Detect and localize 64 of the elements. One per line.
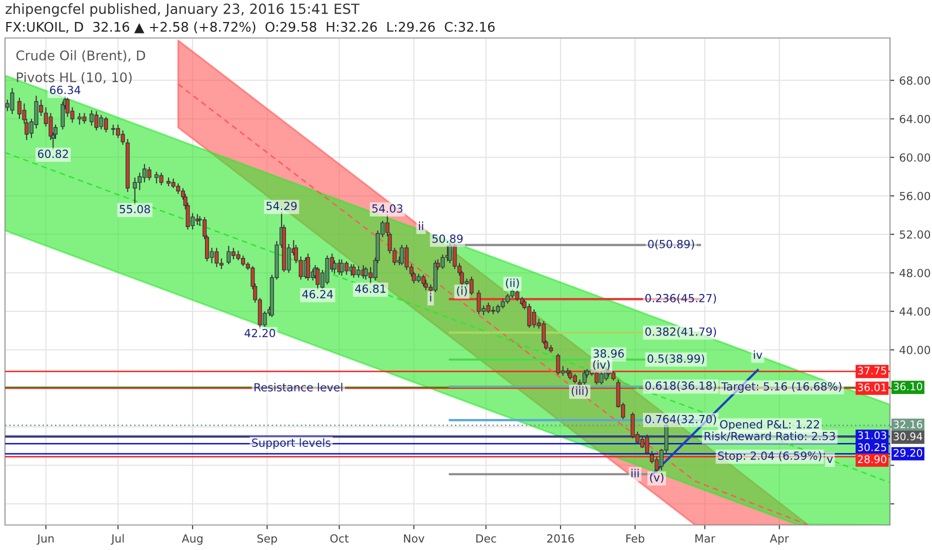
x-tick-label: Aug — [182, 534, 202, 545]
annotation: 46.81 — [355, 284, 386, 293]
ref-line-label: 31.03 — [858, 431, 886, 440]
y-tick-label: 60.00 — [900, 153, 930, 162]
annotation: Pivots HL (10, 10) — [16, 72, 132, 84]
annotation: (iii) — [572, 386, 588, 396]
x-tick-label: Nov — [404, 534, 424, 543]
ref-line-label: 29.20 — [894, 448, 922, 457]
annotation: 0.618(36.18) — [645, 381, 716, 392]
y-tick-label: 44.00 — [900, 307, 930, 316]
y-tick-label: 40.00 — [900, 346, 930, 354]
annotation: 60.82 — [38, 150, 68, 158]
y-tick-label: 64.00 — [900, 114, 930, 124]
y-tick-label: 68.00 — [900, 76, 930, 85]
y-tick-label: 48.00 — [900, 268, 930, 278]
annotation: 0.5(38.99) — [648, 354, 704, 364]
chart-title: zhipengcfel published, January 23, 2016 15:41 EST — [6, 3, 360, 17]
annotation: 0(50.89) — [648, 240, 694, 250]
ref-line-label: 30.94 — [894, 432, 922, 440]
annotation: 0.382(41.79) — [645, 327, 716, 338]
annotation: (iv) — [593, 360, 610, 370]
chart-subtitle: FX:UKOIL, D 32.16 ▲ +2.58 (+8.72%) O:29.58 H:32.26 L:29.26 C:32.16 — [6, 22, 495, 34]
annotation: Risk/Reward Ratio: 2.53 — [704, 432, 835, 442]
annotation: (i) — [457, 286, 467, 296]
x-tick-label: Jul — [110, 534, 124, 545]
annotation: iv — [754, 350, 762, 359]
annotation: i — [430, 293, 432, 302]
y-tick-label: 56.00 — [900, 192, 930, 200]
annotation: 55.08 — [120, 204, 150, 214]
annotation: Support levels — [252, 438, 330, 450]
annotation: ii — [419, 222, 424, 230]
x-tick-label: Jun — [36, 534, 54, 545]
annotation: 46.24 — [302, 290, 333, 298]
annotation: (v) — [650, 473, 664, 483]
annotation: 0.236(45.27) — [645, 294, 716, 304]
ref-line-label: 28.90 — [858, 455, 886, 464]
annotation: v — [826, 456, 833, 463]
annotation: Stop: 2.04 (6.59%) — [718, 451, 822, 462]
annotation: iii — [632, 468, 639, 478]
annotation: Crude Oil (Brent), D — [16, 50, 146, 62]
annotation: Resistance level — [254, 382, 342, 392]
x-tick-label: Oct — [330, 534, 349, 543]
ref-line-label: 36.10 — [894, 382, 922, 390]
ref-line-label: 36.01 — [858, 383, 886, 392]
x-tick-label: 2016 — [547, 534, 574, 543]
annotation: 54.29 — [266, 202, 297, 210]
annotation: 50.89 — [432, 234, 463, 243]
x-tick-label: Sep — [257, 534, 277, 545]
annotation: (ii) — [506, 278, 519, 288]
x-tick-label: Apr — [770, 534, 789, 545]
x-tick-label: Mar — [695, 534, 716, 543]
annotation: Target: 5.16 (16.68%) — [721, 382, 842, 393]
x-tick-label: Feb — [626, 534, 644, 543]
y-tick-label: 52.00 — [900, 230, 930, 239]
ref-line-label: 32.16 — [894, 420, 922, 428]
ref-line-label: 37.75 — [858, 366, 886, 375]
annotation: 54.03 — [372, 204, 402, 213]
ref-line-label: 30.25 — [858, 443, 886, 452]
annotation: 38.96 — [594, 349, 624, 358]
annotation: 66.34 — [50, 86, 80, 94]
annotation: Opened P&L: 1.22 — [720, 420, 819, 431]
annotation: 42.20 — [244, 328, 276, 338]
x-tick-label: Dec — [476, 534, 496, 543]
annotation: 0.764(32.70) — [645, 414, 716, 425]
